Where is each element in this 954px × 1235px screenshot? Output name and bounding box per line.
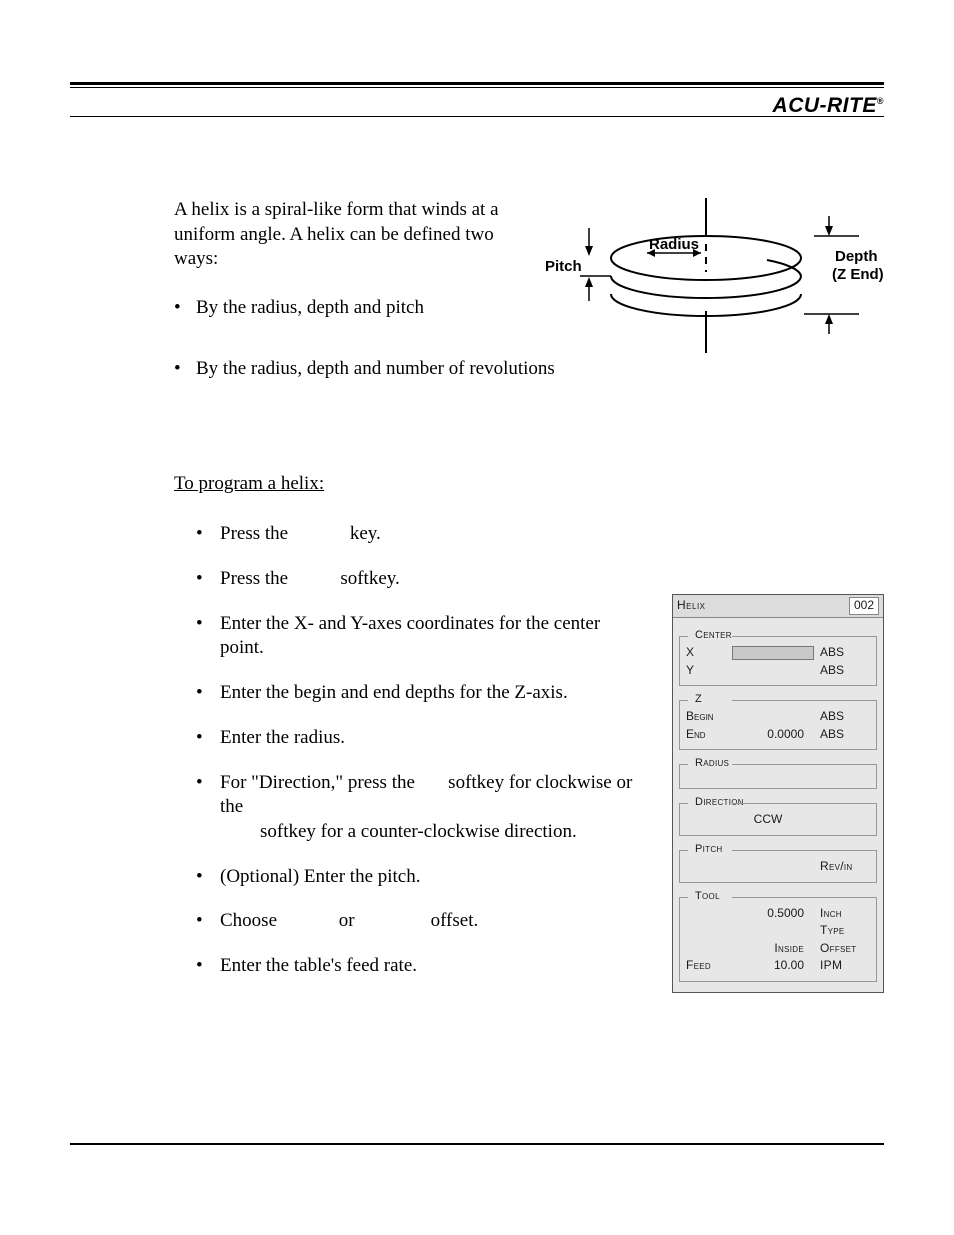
row-tool-size: 0.5000 Inch xyxy=(686,905,870,923)
step-item: For "Direction," press the softkey for c… xyxy=(174,771,646,845)
group-center: Center X ABS Y ABS xyxy=(679,636,877,686)
input-x[interactable] xyxy=(732,646,814,660)
helix-panel: Helix 002 Center X ABS Y ABS xyxy=(672,594,884,993)
label-y: Y xyxy=(686,663,726,679)
value-tool-offset: Inside xyxy=(732,941,804,957)
content-area: A helix is a spiral-like form that winds… xyxy=(174,198,884,999)
brand-text: ACU-RITE xyxy=(773,94,877,117)
label-feed: Feed xyxy=(686,958,726,974)
label-end: End xyxy=(686,727,726,743)
steps-wrap: Press the key. Press the softkey. Enter … xyxy=(174,522,884,998)
brand-mark: ® xyxy=(877,96,884,106)
section-heading: To program a helix: xyxy=(174,472,884,497)
intro-bullet: By the radius, depth and pitch xyxy=(174,296,509,321)
helix-diagram: Pitch Radius Depth (Z End) xyxy=(529,198,884,353)
step-item: Press the softkey. xyxy=(174,567,646,592)
panel-titlebar: Helix 002 xyxy=(673,595,883,618)
intro-paragraph: A helix is a spiral-like form that winds… xyxy=(174,198,509,272)
label-begin: Begin xyxy=(686,709,726,725)
value-direction: CCW xyxy=(732,812,804,828)
legend-z: Z xyxy=(692,692,705,706)
step-item: Enter the table's feed rate. xyxy=(174,954,646,979)
row-end: End 0.0000 ABS xyxy=(686,726,870,744)
unit-tool-size: Inch xyxy=(820,906,870,922)
panel-body: Center X ABS Y ABS Z Begin xyxy=(673,618,883,992)
row-y: Y ABS xyxy=(686,662,870,680)
group-pitch: Pitch Rev/in xyxy=(679,850,877,883)
legend-pitch: Pitch xyxy=(692,842,726,856)
value-feed: 10.00 xyxy=(732,958,804,974)
row-begin: Begin ABS xyxy=(686,708,870,726)
intro-bullets-cont: By the radius, depth and number of revol… xyxy=(174,357,884,382)
unit-pitch: Rev/in xyxy=(820,859,870,875)
group-radius: Radius xyxy=(679,764,877,789)
step-text: offset. xyxy=(426,910,478,931)
unit-x: ABS xyxy=(820,645,870,661)
value-tool-size: 0.5000 xyxy=(732,906,804,922)
step-text: key. xyxy=(345,523,381,544)
step-item: Enter the begin and end depths for the Z… xyxy=(174,681,646,706)
value-end: 0.0000 xyxy=(732,727,804,743)
legend-radius: Radius xyxy=(692,756,732,770)
unit-tool-offset: Offset xyxy=(820,941,870,957)
row-tool-offset: Inside Offset xyxy=(686,940,870,958)
row-feed: Feed 10.00 IPM xyxy=(686,957,870,975)
step-text: Choose xyxy=(220,910,282,931)
footer-rule xyxy=(70,1143,884,1145)
row-direction: CCW xyxy=(686,811,870,829)
legend-direction: Direction xyxy=(692,795,747,809)
step-text: For "Direction," press the xyxy=(220,772,420,793)
unit-feed: IPM xyxy=(820,958,870,974)
intro-bullets: By the radius, depth and pitch xyxy=(174,296,509,321)
steps-list: Press the key. Press the softkey. Enter … xyxy=(174,522,646,998)
unit-begin: ABS xyxy=(820,709,870,725)
helix-svg xyxy=(529,198,884,353)
unit-tool-type: Type xyxy=(820,923,870,939)
header-rule xyxy=(70,82,884,88)
step-item: Choose or offset. xyxy=(174,909,646,934)
unit-y: ABS xyxy=(820,663,870,679)
diagram-label-depth2: (Z End) xyxy=(832,266,884,283)
group-z: Z Begin ABS End 0.0000 ABS xyxy=(679,700,877,750)
diagram-label-radius: Radius xyxy=(649,236,699,253)
intro-text-column: A helix is a spiral-like form that winds… xyxy=(174,198,509,339)
intro-bullet: By the radius, depth and number of revol… xyxy=(174,357,884,382)
legend-center: Center xyxy=(692,628,735,642)
step-item: (Optional) Enter the pitch. xyxy=(174,865,646,890)
row-tool-type: Type xyxy=(686,922,870,940)
diagram-label-depth1: Depth xyxy=(835,248,878,265)
step-item: Press the key. xyxy=(174,522,646,547)
step-text: Press the xyxy=(220,523,293,544)
step-item: Enter the radius. xyxy=(174,726,646,751)
intro-block: A helix is a spiral-like form that winds… xyxy=(174,198,884,353)
header-underline xyxy=(70,116,884,117)
step-item: Enter the X- and Y-axes coordinates for … xyxy=(174,612,646,661)
step-text: or xyxy=(334,910,359,931)
diagram-label-pitch: Pitch xyxy=(545,258,582,275)
legend-tool: Tool xyxy=(692,889,723,903)
label-x: X xyxy=(686,645,726,661)
brand-logo: ACU-RITE® xyxy=(773,94,884,118)
step-text: softkey for a counter-clockwise directio… xyxy=(220,820,646,845)
panel-step-number: 002 xyxy=(849,597,879,615)
panel-title: Helix xyxy=(677,598,706,614)
unit-end: ABS xyxy=(820,727,870,743)
group-direction: Direction CCW xyxy=(679,803,877,836)
group-tool: Tool 0.5000 Inch Type Inside Offset xyxy=(679,897,877,982)
row-x: X ABS xyxy=(686,644,870,662)
step-text: softkey. xyxy=(336,568,400,589)
row-pitch: Rev/in xyxy=(686,858,870,876)
step-text: Press the xyxy=(220,568,293,589)
